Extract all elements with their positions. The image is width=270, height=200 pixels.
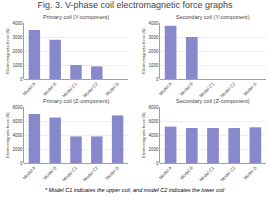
- svg-text:Model A: Model A: [22, 81, 37, 96]
- svg-text:3000: 3000: [13, 35, 24, 40]
- svg-text:0: 0: [156, 161, 159, 166]
- svg-text:Model D: Model D: [242, 81, 258, 97]
- svg-text:Model D: Model D: [105, 81, 121, 97]
- svg-text:Model C1: Model C1: [198, 165, 216, 183]
- svg-text:Model C1: Model C1: [61, 81, 79, 99]
- svg-text:Model B: Model B: [179, 165, 194, 180]
- svg-text:Model C1: Model C1: [61, 165, 79, 183]
- svg-text:6000: 6000: [13, 119, 24, 124]
- svg-text:3000: 3000: [149, 35, 160, 40]
- svg-text:Secondary coil (Z-component): Secondary coil (Z-component): [176, 98, 250, 104]
- svg-text:4000: 4000: [149, 133, 160, 138]
- svg-text:Model B: Model B: [179, 81, 194, 96]
- svg-text:Electromagnetic force (N): Electromagnetic force (N): [141, 112, 146, 158]
- svg-text:Electromagnetic force (N): Electromagnetic force (N): [5, 112, 10, 158]
- svg-text:* Model C1 indicates the upper: * Model C1 indicates the upper coil, and…: [45, 187, 225, 193]
- svg-text:Model C1: Model C1: [198, 81, 216, 99]
- svg-text:Model D: Model D: [105, 165, 121, 181]
- svg-text:4000: 4000: [13, 21, 24, 26]
- svg-text:Model A: Model A: [22, 165, 37, 180]
- svg-text:Model C2: Model C2: [82, 81, 100, 99]
- svg-text:Model A: Model A: [158, 165, 173, 180]
- svg-text:Model C2: Model C2: [219, 81, 237, 99]
- svg-text:Model D: Model D: [242, 165, 258, 181]
- svg-text:8000: 8000: [13, 105, 24, 110]
- svg-text:2000: 2000: [13, 147, 24, 152]
- svg-text:2000: 2000: [149, 49, 160, 54]
- svg-text:1000: 1000: [149, 63, 160, 68]
- svg-text:Primary coil (Z-component): Primary coil (Z-component): [43, 98, 109, 104]
- svg-text:0: 0: [156, 77, 159, 82]
- svg-text:4000: 4000: [13, 133, 24, 138]
- svg-text:Model B: Model B: [42, 165, 57, 180]
- svg-text:2000: 2000: [13, 49, 24, 54]
- svg-text:Secondary coil (Y-component): Secondary coil (Y-component): [176, 14, 250, 20]
- svg-text:Model C2: Model C2: [219, 165, 237, 183]
- svg-text:0: 0: [20, 161, 23, 166]
- svg-text:Electromagnetic force (N): Electromagnetic force (N): [5, 28, 10, 74]
- svg-text:8000: 8000: [149, 105, 160, 110]
- svg-text:Model A: Model A: [158, 81, 173, 96]
- svg-text:Primary coil (Y-component): Primary coil (Y-component): [43, 14, 109, 20]
- svg-text:Model C2: Model C2: [82, 165, 100, 183]
- svg-text:0: 0: [20, 77, 23, 82]
- svg-text:Fig. 3. V-phase coil electroma: Fig. 3. V-phase coil electromagnetic for…: [37, 0, 233, 10]
- svg-text:4000: 4000: [149, 21, 160, 26]
- svg-text:1000: 1000: [13, 63, 24, 68]
- svg-text:2000: 2000: [149, 147, 160, 152]
- svg-text:Model B: Model B: [42, 81, 57, 96]
- svg-text:6000: 6000: [149, 119, 160, 124]
- svg-text:Electromagnetic force (N): Electromagnetic force (N): [141, 28, 146, 74]
